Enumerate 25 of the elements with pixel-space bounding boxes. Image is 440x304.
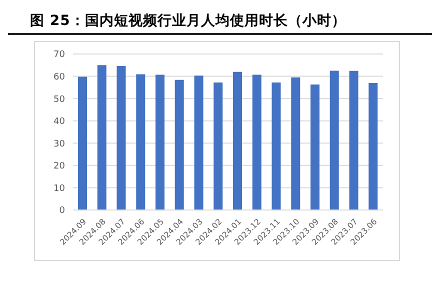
y-tick-label: 60 <box>54 72 66 82</box>
y-tick-label: 20 <box>54 162 66 172</box>
y-tick-label: 70 <box>54 50 66 60</box>
y-tick-label: 0 <box>59 206 66 216</box>
bar <box>97 65 106 210</box>
y-tick-label: 10 <box>54 184 66 194</box>
bar <box>174 80 184 210</box>
bar <box>349 70 358 210</box>
chart-title: 图 25：国内短视频行业月人均使用时长（小时） <box>8 8 432 35</box>
y-tick-label: 40 <box>54 117 66 128</box>
bar <box>291 77 300 210</box>
bar <box>156 74 164 210</box>
bar <box>310 84 320 210</box>
bar <box>194 76 204 210</box>
bar <box>136 74 146 210</box>
bar <box>233 72 242 210</box>
bar <box>116 66 126 210</box>
y-tick-label: 30 <box>54 139 66 150</box>
bar <box>272 82 281 210</box>
bar <box>330 70 339 210</box>
bar <box>368 82 378 210</box>
bar <box>252 74 262 210</box>
y-tick-label: 50 <box>54 94 66 105</box>
bar <box>214 82 223 210</box>
bar <box>78 76 87 210</box>
